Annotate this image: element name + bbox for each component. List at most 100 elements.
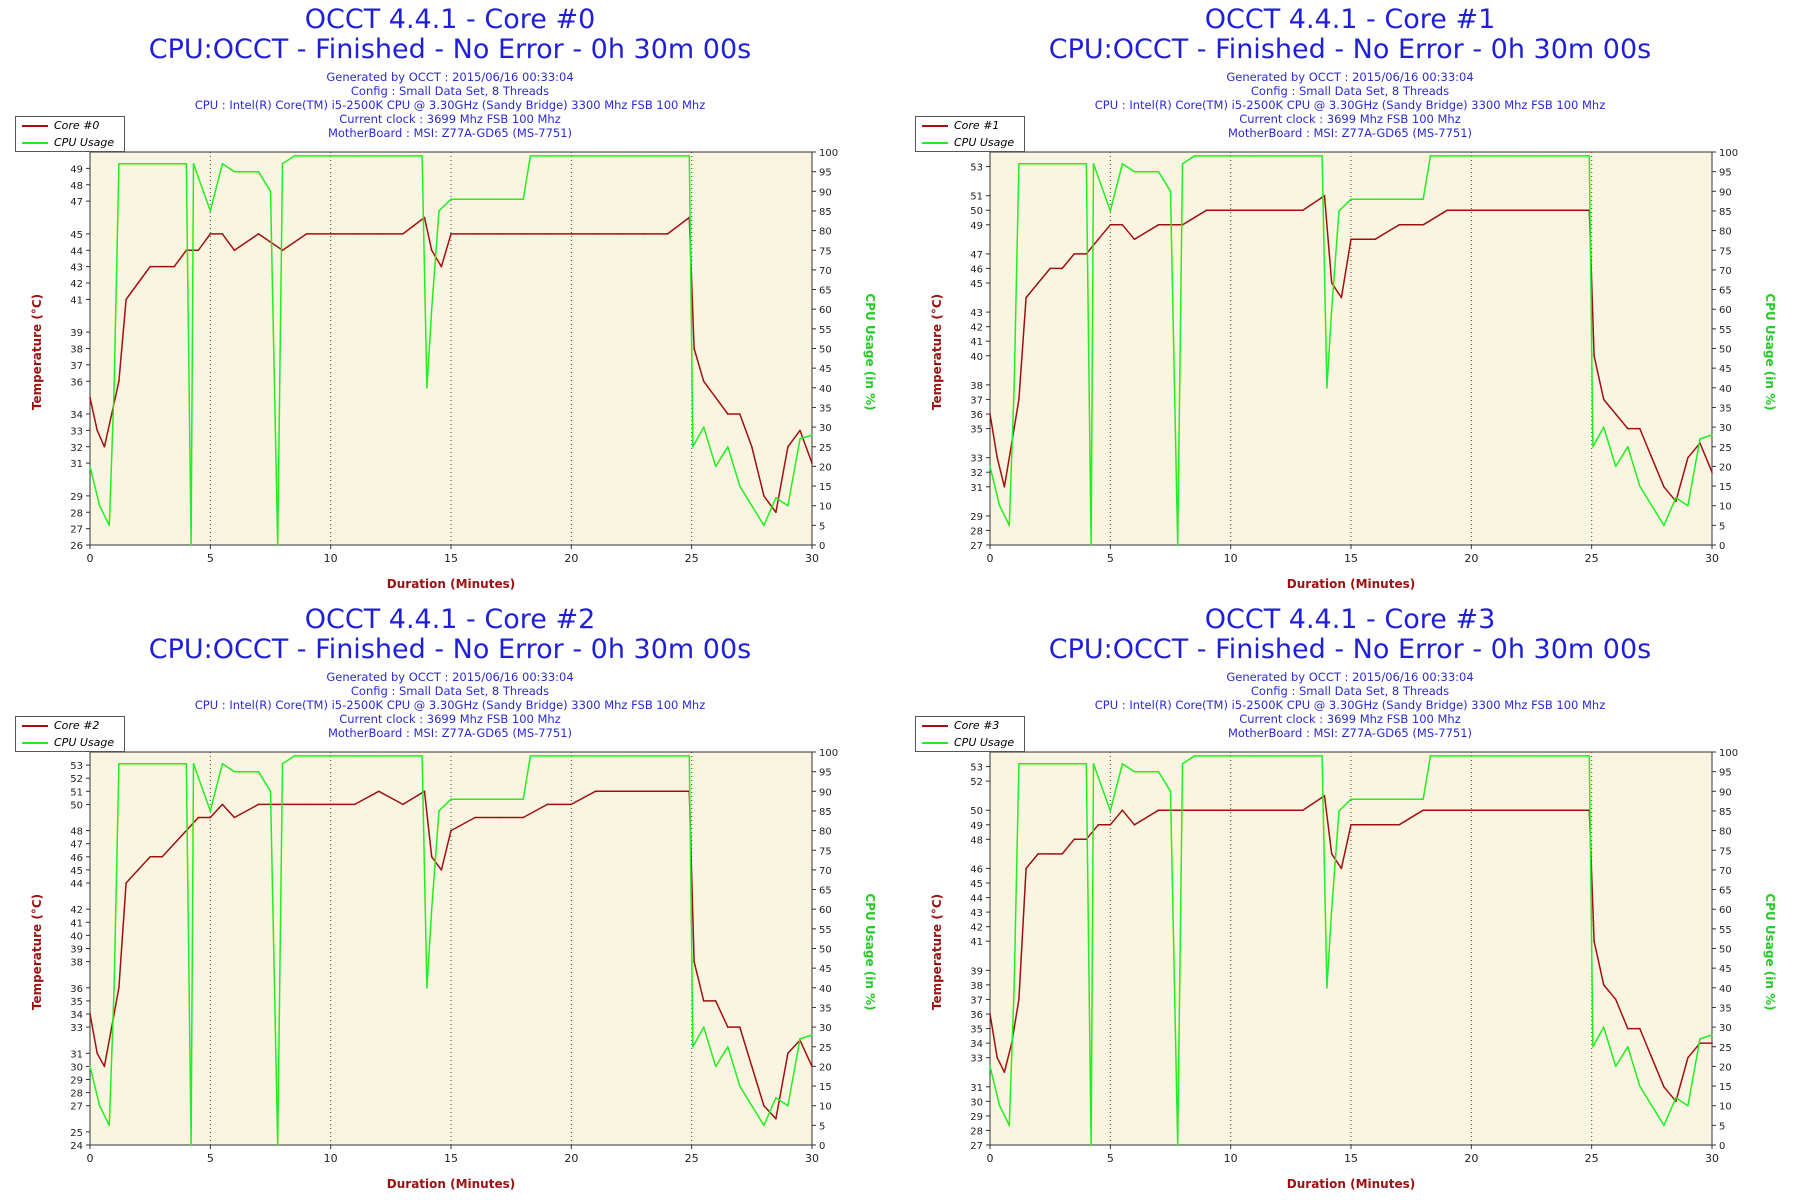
y-tick-label: 50: [970, 206, 983, 217]
x-axis-label: Duration (Minutes): [386, 577, 516, 591]
info-line: CPU : Intel(R) Core(TM) i5-2500K CPU @ 3…: [194, 698, 706, 712]
temperature-point: [440, 265, 443, 268]
temperature-point: [642, 790, 645, 793]
cpu-usage-point: [276, 1144, 279, 1146]
temperature-point: [1566, 809, 1569, 812]
cpu-usage-point: [269, 790, 272, 793]
cpu-usage-point: [474, 198, 476, 200]
cpu-usage-point: [1090, 544, 1092, 546]
legend-swatch: [922, 142, 948, 144]
info-line: MotherBoard : MSI: Z77A-GD65 (MS-7751): [327, 726, 573, 740]
legend-swatch: [922, 742, 948, 744]
temperature-point: [209, 233, 212, 235]
temperature-point: [1350, 823, 1352, 826]
cpu-usage-point: [1350, 798, 1352, 800]
y-tick-label: 49: [70, 164, 83, 175]
cpu-usage-point: [1687, 1104, 1689, 1107]
cpu-usage-point: [1398, 798, 1400, 800]
x-tick-label: 25: [685, 1152, 699, 1165]
x-tick-label: 20: [564, 552, 578, 565]
temperature-point: [1278, 209, 1280, 212]
y-axis-label: Temperature (°C): [930, 893, 944, 1011]
y2-tick-label: 65: [819, 286, 832, 297]
cpu-usage-point: [378, 155, 380, 157]
temperature-point: [1121, 223, 1124, 226]
cpu-usage-point: [421, 155, 423, 157]
cpu-usage-point: [751, 1104, 753, 1107]
cpu-usage-point: [1092, 762, 1095, 765]
temperature-point: [233, 249, 236, 252]
y2-tick-label: 75: [1719, 246, 1732, 257]
y2-tick-label: 25: [1719, 443, 1732, 454]
temperature-point: [1422, 809, 1424, 812]
temperature-point: [1278, 809, 1280, 812]
cpu-usage-point: [118, 162, 120, 165]
cpu-usage-point: [118, 762, 120, 765]
temperature-point: [1651, 1056, 1653, 1059]
cpu-usage-point: [426, 987, 428, 989]
chart-subtitle: CPU:OCCT - Finished - No Error - 0h 30m …: [1048, 634, 1652, 665]
temperature-point: [103, 1065, 106, 1068]
cpu-usage-point: [1321, 155, 1323, 157]
cpu-usage-point: [281, 762, 284, 765]
temperature-point: [693, 960, 695, 963]
temperature-point: [989, 1013, 991, 1015]
temperature-point: [1253, 209, 1256, 212]
cpu-usage-point: [570, 155, 573, 157]
temperature-point: [1542, 809, 1545, 812]
temperature-point: [1494, 209, 1497, 212]
cpu-usage-point: [1013, 387, 1015, 389]
x-tick-label: 5: [1107, 1152, 1114, 1165]
cpu-usage-point: [1711, 1034, 1713, 1036]
y2-tick-label: 90: [1719, 187, 1732, 198]
cpu-usage-point: [161, 762, 163, 765]
y-tick-label: 45: [970, 279, 983, 290]
temperature-point: [1663, 485, 1665, 488]
temperature-point: [1085, 253, 1088, 255]
cpu-usage-point: [763, 524, 765, 527]
cpu-usage-point: [190, 544, 192, 546]
temperature-point: [1602, 398, 1605, 401]
chart-subtitle: CPU:OCCT - Finished - No Error - 0h 30m …: [148, 634, 752, 665]
y-tick-label: 41: [70, 295, 83, 306]
temperature-point: [1614, 998, 1617, 1001]
cpu-usage-point: [1330, 908, 1333, 910]
y-tick-label: 50: [70, 800, 83, 811]
cpu-usage-point: [751, 504, 753, 507]
temperature-point: [1205, 809, 1208, 812]
cpu-usage-point: [1037, 762, 1039, 765]
temperature-point: [1073, 253, 1076, 255]
y2-tick-label: 85: [1719, 207, 1732, 218]
info-line: Current clock : 3699 Mhz FSB 100 Mhz: [339, 112, 561, 126]
cpu-usage-point: [1018, 162, 1020, 165]
cpu-usage-point: [692, 445, 694, 448]
cpu-usage-point: [1542, 155, 1545, 157]
y2-tick-label: 100: [1719, 148, 1738, 159]
temperature-point: [522, 816, 524, 819]
y2-tick-label: 55: [1719, 925, 1732, 936]
temperature-point: [1025, 867, 1027, 870]
cpu-usage-point: [1326, 387, 1328, 389]
cpu-usage-point: [775, 1097, 777, 1099]
cpu-usage-point: [353, 755, 356, 757]
y2-tick-label: 25: [819, 443, 832, 454]
cpu-usage-point: [1566, 755, 1569, 757]
cpu-usage-point: [688, 155, 691, 157]
temperature-point: [714, 1000, 717, 1002]
y2-tick-label: 5: [1719, 1121, 1725, 1132]
cpu-usage-point: [1663, 1124, 1665, 1127]
cpu-usage-point: [799, 438, 801, 440]
temperature-point: [1566, 209, 1569, 212]
cpu-usage-point: [1663, 524, 1665, 527]
temperature-point: [642, 233, 645, 235]
temperature-point: [763, 495, 765, 497]
cpu-usage-point: [426, 387, 428, 389]
legend-item: CPU Usage: [16, 734, 124, 751]
cpu-usage-point: [1169, 790, 1172, 793]
cpu-usage-point: [1687, 504, 1689, 507]
y2-tick-label: 5: [1719, 521, 1725, 532]
cpu-usage-point: [522, 198, 524, 200]
temperature-point: [1651, 456, 1653, 459]
cpu-usage-point: [1398, 198, 1400, 200]
cpu-usage-point: [702, 1026, 705, 1028]
